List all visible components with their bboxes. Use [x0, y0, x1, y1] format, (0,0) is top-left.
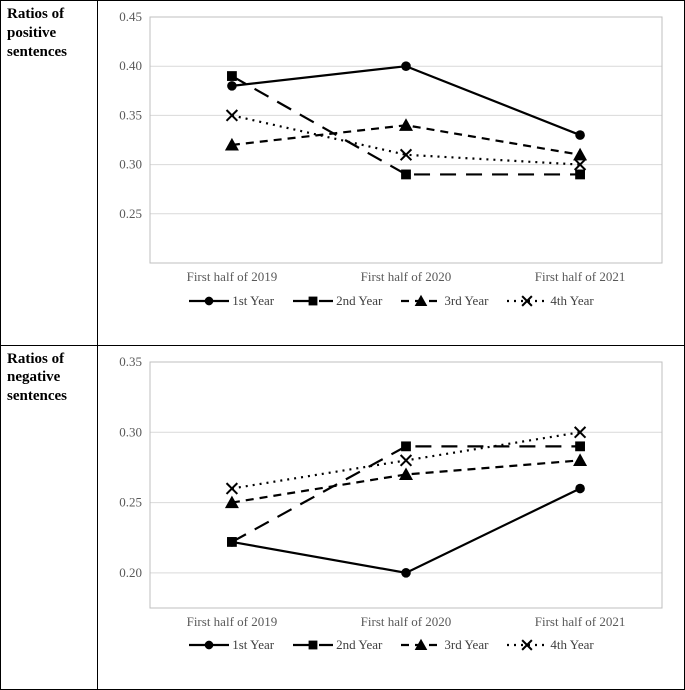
legend-label: 4th Year — [550, 637, 593, 653]
title-line: negative — [7, 369, 60, 385]
negative-row: Ratios of negative sentences 0.20 0.25 0.3… — [1, 346, 684, 690]
legend-label: 2nd Year — [336, 293, 382, 309]
marker-circle — [401, 61, 411, 71]
legend-item: 1st Year — [188, 293, 274, 309]
x-tick-label: First half of 2021 — [535, 614, 626, 629]
marker-square — [575, 170, 585, 180]
marker-circle — [575, 130, 585, 140]
legend-label: 4th Year — [550, 293, 593, 309]
marker-triangle — [573, 148, 587, 161]
marker-square — [227, 537, 237, 547]
legend-item: 3rd Year — [400, 293, 488, 309]
y-tick-label: 0.35 — [119, 107, 142, 122]
marker-circle — [401, 568, 411, 578]
marker-x — [401, 455, 412, 466]
legend-swatch — [506, 638, 548, 652]
y-tick-label: 0.30 — [119, 157, 142, 172]
positive-chart-cell: 0.25 0.30 0.35 0.40 0.45 First half of 2019 Fi… — [98, 1, 684, 345]
marker-square — [401, 441, 411, 451]
negative-title: Ratios of negative sentences — [1, 346, 98, 690]
positive-plot-area: 0.25 0.30 0.35 0.40 0.45 First half of 2019 Fi… — [106, 11, 676, 291]
x-tick-label: First half of 2021 — [535, 269, 626, 284]
legend-item: 2nd Year — [292, 293, 382, 309]
x-tick-label: First half of 2019 — [187, 614, 278, 629]
legend-label: 3rd Year — [444, 293, 488, 309]
series-1st-year — [232, 488, 580, 572]
legend-item: 4th Year — [506, 637, 593, 653]
legend-item: 3rd Year — [400, 637, 488, 653]
negative-chart-svg: 0.20 0.25 0.30 0.35 First half of 2019 First … — [106, 356, 676, 636]
marker-triangle — [399, 467, 413, 480]
title-line: positive — [7, 25, 56, 41]
legend-swatch — [188, 638, 230, 652]
y-tick-label: 0.45 — [119, 11, 142, 24]
y-tick-label: 0.25 — [119, 206, 142, 221]
marker-square — [401, 170, 411, 180]
positive-legend: 1st Year 2nd Year 3rd Year 4th Year — [106, 291, 676, 313]
legend-item: 4th Year — [506, 293, 593, 309]
legend-swatch — [292, 294, 334, 308]
legend-item: 1st Year — [188, 637, 274, 653]
marker-circle — [227, 81, 237, 91]
series-3rd-year — [232, 460, 580, 502]
title-line: Ratios of — [7, 351, 64, 367]
x-tick-label: First half of 2019 — [187, 269, 278, 284]
legend-label: 2nd Year — [336, 637, 382, 653]
legend-item: 2nd Year — [292, 637, 382, 653]
y-tick-label: 0.25 — [119, 494, 142, 509]
negative-chart-cell: 0.20 0.25 0.30 0.35 First half of 2019 First … — [98, 346, 684, 690]
legend-swatch — [188, 294, 230, 308]
y-tick-label: 0.40 — [119, 58, 142, 73]
x-tick-label: First half of 2020 — [361, 269, 452, 284]
figure-container: Ratios of positive sentences 0.25 0.30 0.3… — [0, 0, 685, 690]
marker-square — [575, 441, 585, 451]
marker-square — [227, 71, 237, 81]
title-line: sentences — [7, 388, 67, 404]
legend-swatch — [400, 638, 442, 652]
legend-swatch — [400, 294, 442, 308]
positive-title: Ratios of positive sentences — [1, 1, 98, 345]
marker-circle — [575, 483, 585, 493]
x-tick-label: First half of 2020 — [361, 614, 452, 629]
positive-chart-svg: 0.25 0.30 0.35 0.40 0.45 First half of 2019 Fi… — [106, 11, 676, 291]
y-tick-label: 0.30 — [119, 424, 142, 439]
legend-swatch — [292, 638, 334, 652]
marker-x — [227, 483, 238, 494]
negative-plot-area: 0.20 0.25 0.30 0.35 First half of 2019 First … — [106, 356, 676, 636]
legend-label: 1st Year — [232, 637, 274, 653]
title-line: Ratios of — [7, 6, 64, 22]
marker-triangle — [573, 453, 587, 466]
marker-triangle — [399, 118, 413, 131]
legend-swatch — [506, 294, 548, 308]
legend-label: 3rd Year — [444, 637, 488, 653]
positive-row: Ratios of positive sentences 0.25 0.30 0.3… — [1, 1, 684, 346]
y-tick-label: 0.20 — [119, 564, 142, 579]
y-tick-label: 0.35 — [119, 356, 142, 369]
negative-legend: 1st Year 2nd Year 3rd Year 4th Year — [106, 635, 676, 657]
title-line: sentences — [7, 44, 67, 60]
legend-label: 1st Year — [232, 293, 274, 309]
